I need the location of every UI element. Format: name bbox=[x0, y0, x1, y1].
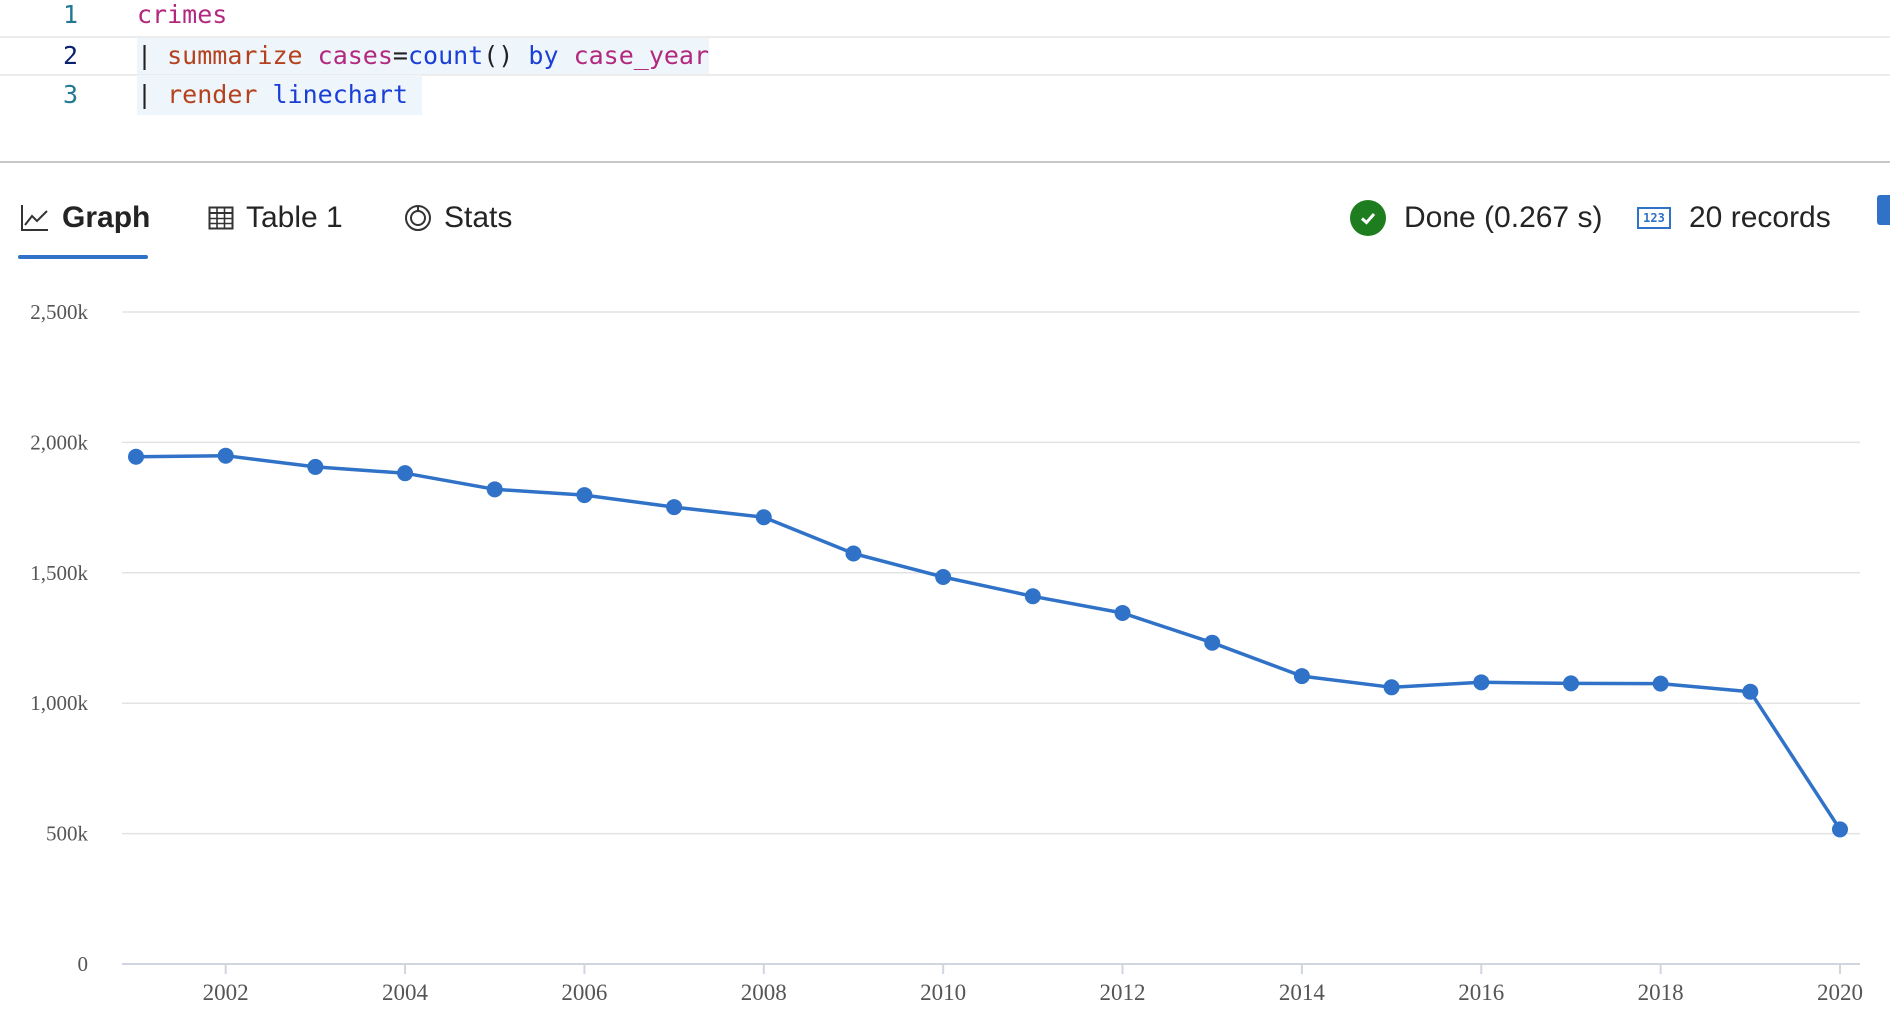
token-function: count bbox=[407, 41, 484, 70]
token-space bbox=[513, 41, 528, 70]
token-space bbox=[257, 80, 272, 109]
code-text[interactable]: | summarize cases=count() by case_year bbox=[137, 38, 710, 74]
status-done-label: Done (0.267 s) bbox=[1404, 201, 1603, 234]
active-tab-indicator bbox=[18, 255, 148, 259]
code-line-3[interactable]: 3 | render linechart bbox=[0, 75, 1890, 115]
editor-divider[interactable] bbox=[0, 161, 1890, 163]
data-point[interactable] bbox=[845, 545, 862, 562]
records-label: 20 records bbox=[1689, 201, 1831, 234]
code-text[interactable]: crimes bbox=[137, 0, 227, 35]
data-point[interactable] bbox=[397, 465, 414, 482]
token-table-name: crimes bbox=[137, 0, 228, 29]
tab-graph[interactable]: Graph bbox=[20, 193, 150, 243]
data-point[interactable] bbox=[666, 499, 683, 516]
query-status: Done (0.267 s) bbox=[1350, 193, 1602, 243]
records-icon: 123 bbox=[1637, 207, 1671, 229]
table-icon bbox=[208, 206, 234, 230]
data-point[interactable] bbox=[128, 448, 144, 465]
results-toolbar: Graph Table 1 Stats Done (0.267 s) 123 2… bbox=[0, 163, 1890, 263]
token-column: cases bbox=[317, 41, 393, 70]
code-line-2[interactable]: 2 | summarize cases=count() by case_year bbox=[0, 36, 1890, 76]
data-point[interactable] bbox=[486, 481, 503, 498]
grid-lines bbox=[122, 311, 1860, 835]
data-point[interactable] bbox=[1832, 821, 1848, 838]
token-pipe: | bbox=[137, 41, 168, 70]
y-tick-label: 0 bbox=[78, 952, 89, 976]
check-icon bbox=[1350, 200, 1386, 236]
data-point[interactable] bbox=[755, 509, 772, 526]
code-line-1[interactable]: 1 crimes bbox=[0, 0, 1890, 35]
x-tick-label: 2020 bbox=[1817, 980, 1863, 1005]
data-point[interactable] bbox=[1383, 679, 1400, 696]
token-render-kind: linechart bbox=[272, 80, 408, 109]
series-line bbox=[135, 453, 1842, 831]
token-keyword: by bbox=[528, 41, 559, 70]
data-point[interactable] bbox=[1473, 674, 1490, 691]
tab-label: Table 1 bbox=[246, 201, 343, 234]
data-point[interactable] bbox=[307, 458, 324, 475]
stats-icon bbox=[405, 205, 431, 231]
data-point[interactable] bbox=[576, 487, 593, 504]
x-tick-label: 2014 bbox=[1279, 980, 1326, 1005]
clipboard-icon[interactable] bbox=[1877, 195, 1890, 225]
data-point[interactable] bbox=[1562, 675, 1579, 692]
records-count: 123 20 records bbox=[1637, 193, 1831, 243]
x-tick-label: 2018 bbox=[1638, 980, 1684, 1005]
data-point[interactable] bbox=[1114, 604, 1131, 621]
series bbox=[128, 447, 1848, 838]
token-operator: render bbox=[167, 80, 258, 109]
x-tick-label: 2012 bbox=[1100, 980, 1146, 1005]
x-tick-label: 2010 bbox=[920, 980, 966, 1005]
tab-table-1[interactable]: Table 1 bbox=[208, 193, 343, 243]
y-tick-label: 2,000k bbox=[30, 430, 88, 454]
data-point[interactable] bbox=[1652, 675, 1669, 692]
x-tick-label: 2004 bbox=[382, 980, 429, 1005]
tab-stats[interactable]: Stats bbox=[404, 193, 512, 243]
tab-label: Graph bbox=[62, 201, 151, 234]
data-point[interactable] bbox=[1024, 588, 1041, 605]
token-space bbox=[559, 41, 574, 70]
x-tick-label: 2002 bbox=[203, 980, 249, 1005]
line-number: 1 bbox=[62, 0, 78, 29]
y-tick-label: 1,500k bbox=[30, 561, 88, 585]
token-space bbox=[303, 41, 318, 70]
line-chart-icon bbox=[21, 205, 48, 231]
token-column: case_year bbox=[573, 41, 710, 70]
data-point[interactable] bbox=[1742, 683, 1759, 700]
x-tick-label: 2008 bbox=[741, 980, 787, 1005]
y-axis-ticks: 0 500k 1,000k 1,500k 2,000k 2,500k bbox=[30, 300, 88, 976]
x-axis-ticks: 2002 2004 2006 2008 2010 2012 2014 2016 2018 2020 bbox=[203, 964, 1863, 1005]
query-editor[interactable]: 1 crimes 2 | summarize cases=count() by … bbox=[0, 0, 1890, 163]
y-tick-label: 1,000k bbox=[30, 691, 88, 715]
data-point[interactable] bbox=[217, 447, 234, 464]
token-pipe: | bbox=[137, 80, 168, 109]
data-point[interactable] bbox=[935, 568, 952, 585]
data-point[interactable] bbox=[1293, 668, 1310, 685]
y-tick-label: 500k bbox=[46, 822, 89, 846]
y-tick-label: 2,500k bbox=[30, 300, 88, 324]
x-tick-label: 2016 bbox=[1458, 980, 1504, 1005]
code-text[interactable]: | render linechart bbox=[137, 75, 422, 115]
line-number: 3 bbox=[62, 80, 78, 109]
x-tick-label: 2006 bbox=[561, 980, 607, 1005]
token-operator: summarize bbox=[167, 41, 303, 70]
line-number: 2 bbox=[62, 41, 78, 70]
token-equals: = bbox=[392, 41, 408, 70]
tab-label: Stats bbox=[444, 201, 513, 234]
token-parens: () bbox=[483, 41, 514, 70]
data-point[interactable] bbox=[1204, 634, 1221, 651]
